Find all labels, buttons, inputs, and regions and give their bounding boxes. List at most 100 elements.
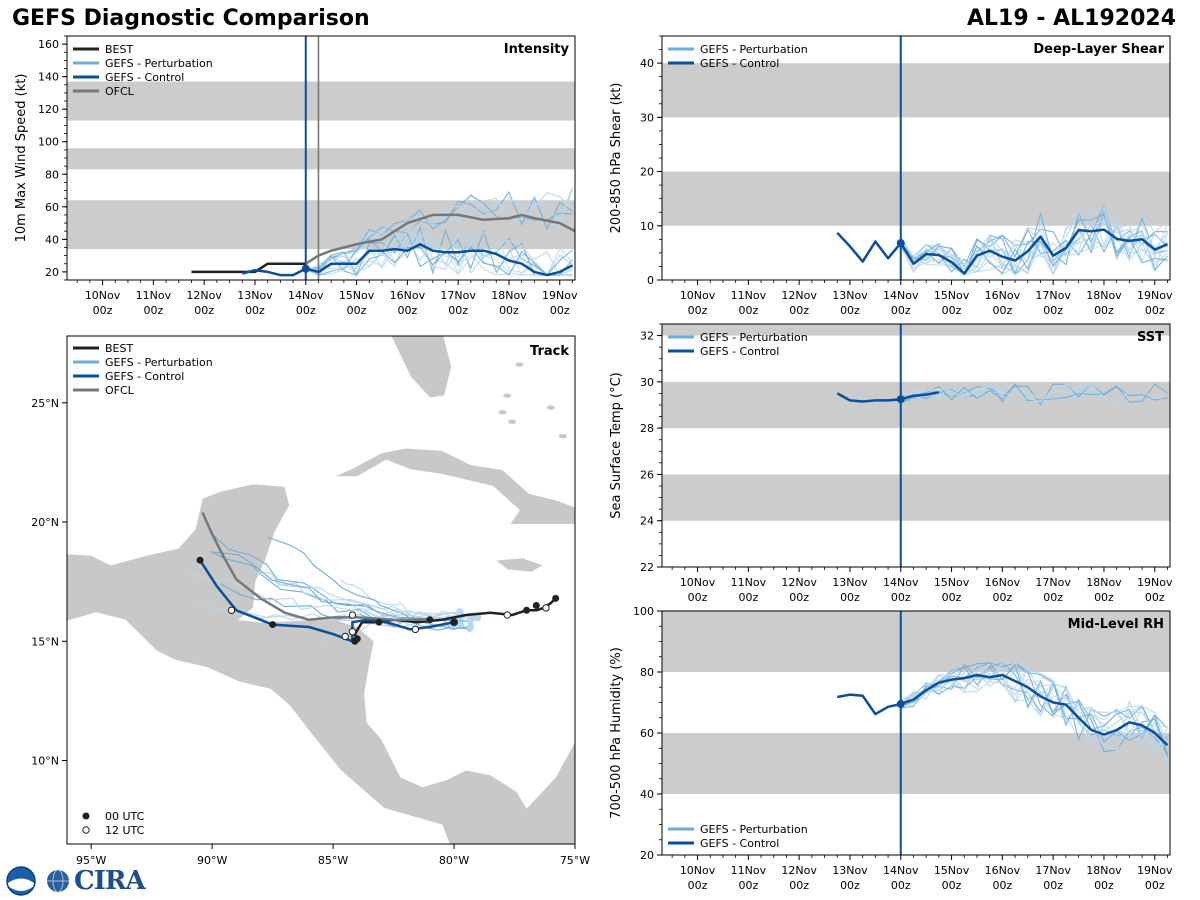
rh-ylabel: 700-500 hPa Humidity (%) (609, 647, 624, 819)
sst-title: SST (1137, 330, 1164, 345)
shear-title: Deep-Layer Shear (1033, 42, 1164, 57)
shear-xtick-day: 12Nov (781, 289, 817, 302)
track-perturbation-start (466, 617, 474, 625)
sst-legend-label-perturbation: GEFS - Perturbation (700, 331, 808, 344)
rh-legend-label-control: GEFS - Control (700, 837, 779, 850)
rh-xtick-day: 10Nov (680, 864, 716, 877)
rh-series-control (837, 673, 1169, 747)
track-12utc-marker (348, 611, 357, 619)
shear-ytick-label: 40 (640, 57, 654, 70)
intensity-legend-label-best: BEST (105, 43, 133, 56)
legend-12utc-label: 12 UTC (105, 824, 145, 837)
intensity-xtick-hour: 00z (296, 304, 316, 317)
track-12utc-marker (341, 632, 349, 641)
intensity-xtick-day: 11Nov (136, 289, 172, 302)
shear-xtick-day: 15Nov (934, 289, 970, 302)
sst-xtick-day: 14Nov (883, 576, 919, 589)
shear-xtick-day: 14Nov (883, 289, 919, 302)
logo: CIRA (6, 866, 146, 896)
intensity-xtick-day: 10Nov (85, 289, 121, 302)
shear-perturbation-member (900, 213, 1168, 277)
sst-xtick-hour: 00z (1043, 591, 1063, 604)
globe-icon (47, 869, 69, 893)
intensity-ytick-label: 80 (45, 168, 59, 181)
track-12utc-marker (411, 625, 420, 634)
shear-xtick-hour: 00z (992, 304, 1012, 317)
shear-panel: 0 10 20 30 40 10Nov 00z 11Nov 00z 12Nov 00z 13Nov 00… (609, 35, 1173, 317)
intensity-band-1 (67, 148, 575, 170)
intensity-xtick-day: 14Nov (288, 289, 324, 302)
intensity-title: Intensity (504, 42, 570, 57)
intensity-perturbation-member (305, 194, 573, 270)
cira-logo-text: CIRA (74, 866, 146, 896)
shear-band-0 (662, 171, 1170, 226)
rh-xtick-hour: 00z (992, 879, 1012, 892)
rh-xtick-day: 19Nov (1137, 864, 1173, 877)
rh-xtick-day: 11Nov (731, 864, 767, 877)
intensity-xtick-hour: 00z (93, 304, 113, 317)
rh-plot-area (662, 611, 1170, 855)
bahamas-island (558, 433, 567, 439)
shear-xtick-day: 10Nov (680, 289, 716, 302)
intensity-ytick-label: 140 (38, 71, 59, 84)
track-legend-label-control: GEFS - Control (105, 370, 184, 383)
track-00utc-marker (450, 618, 458, 626)
sst-xtick-day: 19Nov (1137, 576, 1173, 589)
intensity-ytick-label: 20 (45, 266, 59, 279)
sst-band-2 (662, 324, 1170, 336)
shear-legend-label-perturbation: GEFS - Perturbation (700, 43, 808, 56)
track-legend-label-best: BEST (105, 342, 133, 355)
rh-xtick-hour: 00z (942, 879, 962, 892)
legend-12utc-marker (82, 826, 90, 834)
rh-xtick-hour: 00z (891, 879, 911, 892)
shear-ytick-label: 10 (640, 220, 654, 233)
intensity-xtick-hour: 00z (397, 304, 417, 317)
intensity-ytick-label: 100 (38, 136, 59, 149)
shear-perturbation-member (900, 219, 1168, 274)
track-perturbation-member (339, 578, 471, 617)
rh-xtick-day: 15Nov (934, 864, 970, 877)
intensity-xtick-hour: 00z (347, 304, 367, 317)
sst-xtick-day: 12Nov (781, 576, 817, 589)
track-12utc-marker (542, 604, 550, 612)
intensity-series-ofcl (305, 213, 575, 265)
rh-panel: 20 40 60 80 100 10Nov 00z 11Nov 00z 12Nov 00z 13Nov… (609, 605, 1173, 892)
sst-control-marker (896, 395, 905, 404)
shear-control-marker (896, 239, 905, 248)
page-title: GEFS Diagnostic Comparison (12, 6, 370, 31)
shear-xtick-hour: 00z (891, 304, 911, 317)
track-12utc-marker (503, 611, 511, 619)
intensity-legend-label-ofcl: OFCL (105, 85, 135, 98)
rh-xtick-day: 12Nov (781, 864, 817, 877)
track-ytick-label: 15°N (31, 635, 59, 648)
intensity-xtick-day: 12Nov (186, 289, 222, 302)
intensity-perturbation-member (305, 238, 573, 276)
intensity-ylabel: 10m Max Wind Speed (kt) (14, 74, 29, 243)
sst-xtick-day: 17Nov (1035, 576, 1071, 589)
intensity-xtick-day: 16Nov (390, 289, 426, 302)
bahamas-island (503, 393, 512, 398)
sst-xtick-hour: 00z (789, 591, 809, 604)
rh-xtick-hour: 00z (1145, 879, 1165, 892)
track-00utc-marker (523, 606, 531, 614)
shear-ylabel: 200-850 hPa Shear (kt) (609, 83, 624, 234)
shear-legend-label-control: GEFS - Control (700, 57, 779, 70)
track-perturbation-member (188, 571, 457, 627)
shear-xtick-hour: 00z (688, 304, 708, 317)
track-xtick-label: 90°W (197, 854, 227, 867)
intensity-perturbation-member (305, 230, 573, 276)
intensity-perturbation-member (305, 191, 573, 270)
sst-ytick-label: 22 (640, 561, 654, 574)
shear-xtick-hour: 00z (789, 304, 809, 317)
track-00utc-marker (269, 621, 277, 629)
intensity-series-control (241, 242, 574, 277)
shear-ytick-label: 30 (640, 111, 654, 124)
shear-perturbation-member (900, 219, 1169, 276)
track-00utc-marker (196, 556, 204, 564)
sst-perturbation-member (900, 383, 1168, 406)
rh-xtick-hour: 00z (1094, 879, 1114, 892)
shear-xtick-hour: 00z (738, 304, 758, 317)
sst-xtick-day: 16Nov (985, 576, 1021, 589)
